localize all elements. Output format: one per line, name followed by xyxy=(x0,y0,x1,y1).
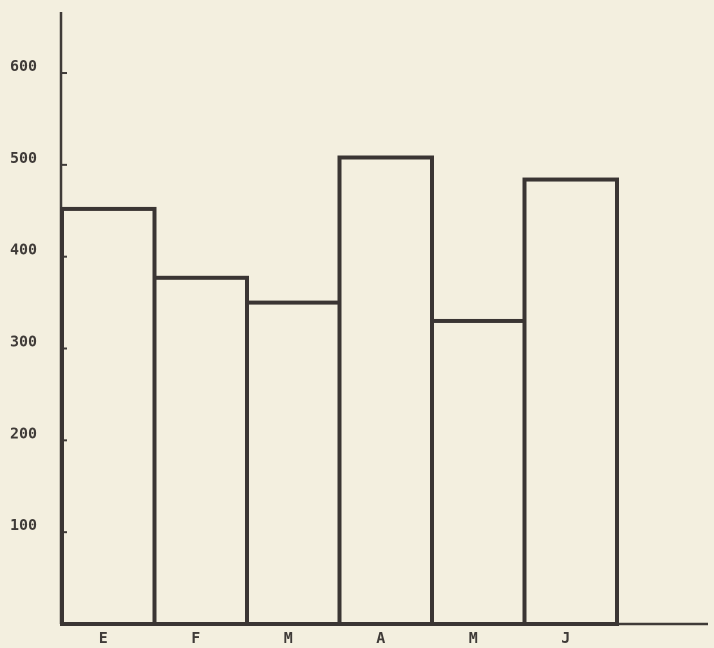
bar-m-4 xyxy=(430,318,527,626)
bar-f-1 xyxy=(152,275,249,626)
y-axis-ticks: 100 200 300 400 500 600 xyxy=(10,57,67,534)
bar-a-3 xyxy=(337,155,434,626)
bar-e-0 xyxy=(60,206,157,626)
bar-m-2 xyxy=(245,300,342,626)
x-category-label: M xyxy=(284,629,293,647)
y-tick-label: 600 xyxy=(10,57,37,75)
x-category-label: F xyxy=(191,629,200,647)
y-tick-label: 100 xyxy=(10,516,37,534)
bar-j-5 xyxy=(522,177,619,627)
x-category-label: M xyxy=(469,629,478,647)
y-tick-label: 300 xyxy=(10,333,37,351)
x-category-label: J xyxy=(561,629,570,647)
bar-series xyxy=(60,155,619,627)
y-tick-label: 400 xyxy=(10,241,37,259)
y-tick-label: 500 xyxy=(10,149,37,167)
x-category-label: E xyxy=(99,629,108,647)
y-tick-label: 200 xyxy=(10,424,37,442)
x-category-label: A xyxy=(376,629,385,647)
